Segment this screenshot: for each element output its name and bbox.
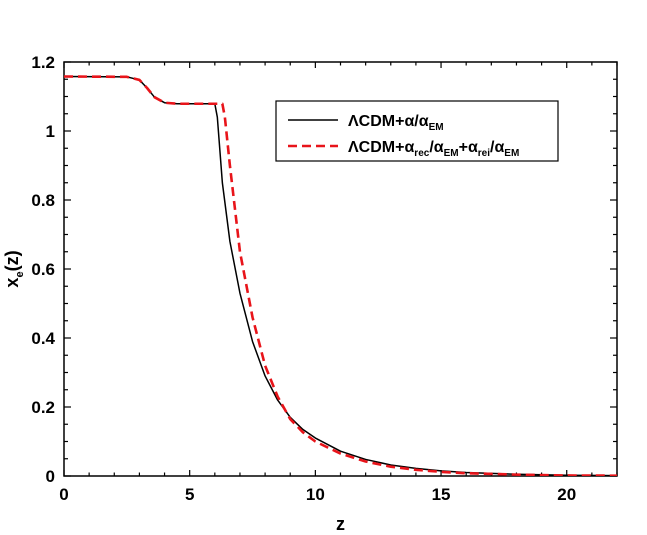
legend-box [275,100,559,162]
y-axis-label-main: x [2,278,22,288]
legend-label: ΛCDM+α/αEM [348,113,444,133]
x-tick-labels: 0 5 10 15 20 [59,485,576,504]
series-line-lcdm-alpha-rec-rei [64,75,617,476]
x-tick-label: 0 [59,485,68,504]
y-tick-label: 0.4 [31,329,55,348]
y-tick-label: 1.2 [31,53,55,72]
y-tick-label: 1 [46,122,55,141]
x-axis-label: z [336,514,345,534]
x-tick-label: 5 [185,485,194,504]
y-tick-label: 0.2 [31,398,55,417]
y-tick-label: 0.6 [31,260,55,279]
y-axis-label-suffix: (z) [2,250,22,271]
y-axis-label-sub: e [14,271,26,277]
x-tick-label: 15 [432,485,451,504]
legend: ΛCDM+α/αEM ΛCDM+αrec/αEM+αrei/αEM [275,100,559,162]
x-tick-label: 20 [557,485,576,504]
y-axis-label: xe(z) [2,250,26,287]
y-tick-label: 0 [46,467,55,486]
legend-label: ΛCDM+αrec/αEM+αrei/αEM [348,139,519,159]
series-lines [64,75,617,476]
y-tick-label: 0.8 [31,191,55,210]
x-tick-label: 10 [306,485,325,504]
y-tick-labels: 0 0.2 0.4 0.6 0.8 1 1.2 [31,53,55,486]
